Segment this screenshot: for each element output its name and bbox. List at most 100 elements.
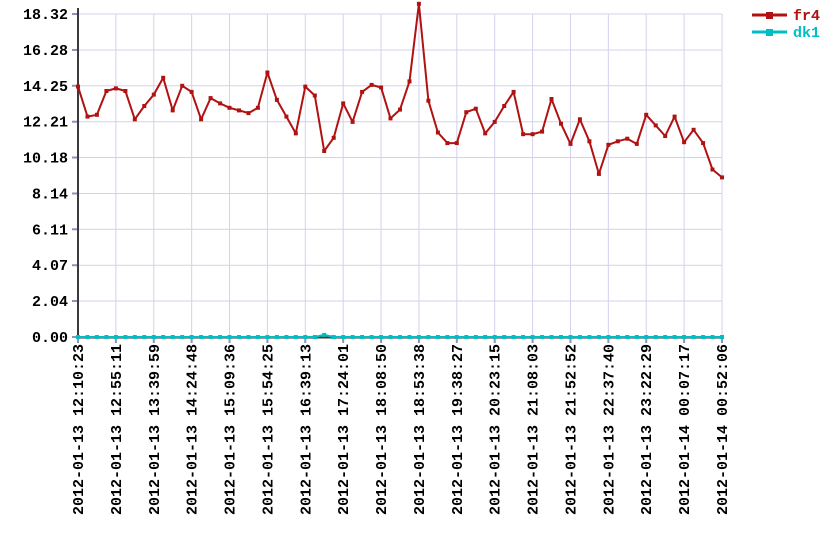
dk1-data-marker: [530, 335, 535, 339]
fr4-data-marker: [331, 135, 336, 140]
dk1-data-marker: [379, 335, 384, 339]
fr4-data-marker: [142, 104, 147, 108]
fr4-data-marker: [132, 117, 137, 122]
dk1-data-marker: [350, 335, 355, 339]
dk1-data-marker: [540, 335, 545, 339]
x-tick-label: 2012-01-13 18:08:50: [374, 344, 391, 515]
fr4-data-marker: [426, 98, 431, 103]
y-tick-label: 2.04: [32, 294, 68, 311]
dk1-data-marker: [701, 335, 706, 339]
fr4-data-marker: [199, 117, 204, 122]
fr4-data-marker: [435, 130, 440, 135]
dk1-data-marker: [634, 335, 639, 339]
legend-label-dk1: dk1: [793, 25, 820, 42]
dk1-data-marker: [170, 335, 175, 339]
fr4-data-marker: [596, 171, 601, 176]
fr4-data-marker: [653, 123, 658, 128]
y-tick-label: 10.18: [23, 151, 68, 168]
dk1-data-marker: [255, 335, 260, 339]
dk1-data-marker: [312, 335, 317, 339]
dk1-data-marker: [445, 335, 450, 339]
dk1-data-marker: [416, 335, 421, 339]
dk1-data-marker: [521, 335, 526, 339]
dk1-data-marker: [549, 335, 554, 339]
dk1-data-marker: [587, 335, 592, 339]
dk1-data-marker: [151, 335, 156, 339]
fr4-data-marker: [615, 139, 620, 144]
dk1-data-marker: [710, 335, 715, 339]
y-tick-label: 0.00: [32, 330, 68, 347]
x-tick-label: 2012-01-13 20:23:15: [488, 344, 505, 515]
y-tick-label: 16.28: [23, 43, 68, 60]
x-tick-label: 2012-01-13 22:37:40: [601, 344, 618, 515]
dk1-data-marker: [483, 335, 488, 339]
dk1-data-marker: [606, 335, 611, 339]
dk1-data-marker: [720, 335, 724, 339]
fr4-data-marker: [322, 149, 327, 153]
dk1-data-marker: [435, 335, 440, 339]
x-tick-label: 2012-01-13 17:24:01: [336, 344, 353, 515]
fr4-data-marker: [559, 121, 563, 126]
fr4-data-marker: [104, 89, 109, 93]
fr4-data-marker: [398, 107, 402, 112]
x-tick-label: 2012-01-13 21:52:52: [563, 344, 580, 515]
fr4-data-marker: [454, 141, 459, 146]
x-tick-label: 2012-01-13 15:54:25: [260, 344, 277, 515]
fr4-data-marker: [511, 89, 516, 94]
dk1-data-marker: [596, 335, 601, 339]
dk1-data-marker: [85, 335, 90, 339]
fr4-data-marker: [293, 131, 298, 136]
fr4-data-marker: [350, 119, 355, 124]
dk1-data-marker: [691, 335, 696, 339]
dk1-data-marker: [568, 335, 573, 339]
dk1-data-marker: [208, 335, 213, 339]
fr4-data-marker: [369, 82, 374, 87]
dk1-data-marker: [303, 335, 308, 339]
x-tick-label: 2012-01-13 21:08:03: [526, 344, 543, 515]
dk1-data-marker: [388, 335, 393, 339]
dk1-data-marker: [293, 335, 298, 339]
dk1-data-marker: [227, 335, 232, 339]
fr4-data-marker: [492, 119, 497, 124]
x-tick-label: 2012-01-13 18:53:38: [412, 344, 429, 515]
legend-marker-dk1: [766, 29, 773, 36]
fr4-data-marker: [530, 132, 535, 137]
dk1-data-marker: [322, 332, 327, 337]
fr4-data-marker: [416, 1, 421, 6]
dk1-data-marker: [407, 335, 412, 339]
dk1-data-marker: [577, 335, 582, 339]
dk1-data-marker: [473, 335, 478, 339]
fr4-data-marker: [634, 141, 639, 146]
dk1-data-marker: [142, 335, 147, 339]
dk1-data-marker: [132, 335, 137, 339]
dk1-data-marker: [246, 335, 251, 339]
fr4-data-marker: [521, 132, 526, 137]
y-tick-label: 4.07: [32, 258, 68, 275]
x-tick-label: 2012-01-13 19:38:27: [450, 344, 467, 515]
fr4-data-marker: [218, 101, 223, 106]
dk1-data-marker: [265, 335, 270, 339]
dk1-data-marker: [218, 335, 223, 339]
fr4-data-marker: [161, 75, 166, 80]
fr4-data-marker: [303, 84, 308, 89]
y-tick-label: 12.21: [23, 115, 68, 132]
fr4-data-marker: [388, 116, 393, 121]
fr4-data-marker: [587, 139, 592, 144]
dk1-data-marker: [464, 335, 469, 339]
fr4-data-marker: [312, 93, 317, 98]
fr4-data-marker: [180, 83, 185, 88]
fr4-data-marker: [464, 110, 469, 115]
fr4-data-marker: [379, 85, 384, 90]
dk1-data-marker: [511, 335, 516, 339]
fr4-data-marker: [274, 97, 279, 102]
dk1-data-marker: [341, 335, 346, 339]
x-tick-label: 2012-01-13 16:39:13: [298, 344, 315, 515]
legend-marker-fr4: [766, 12, 773, 19]
fr4-data-marker: [151, 92, 156, 97]
y-tick-label: 8.14: [32, 186, 68, 203]
dk1-data-marker: [559, 335, 563, 339]
fr4-data-marker: [208, 96, 213, 101]
fr4-data-marker: [502, 104, 507, 108]
fr4-data-marker: [284, 114, 289, 119]
